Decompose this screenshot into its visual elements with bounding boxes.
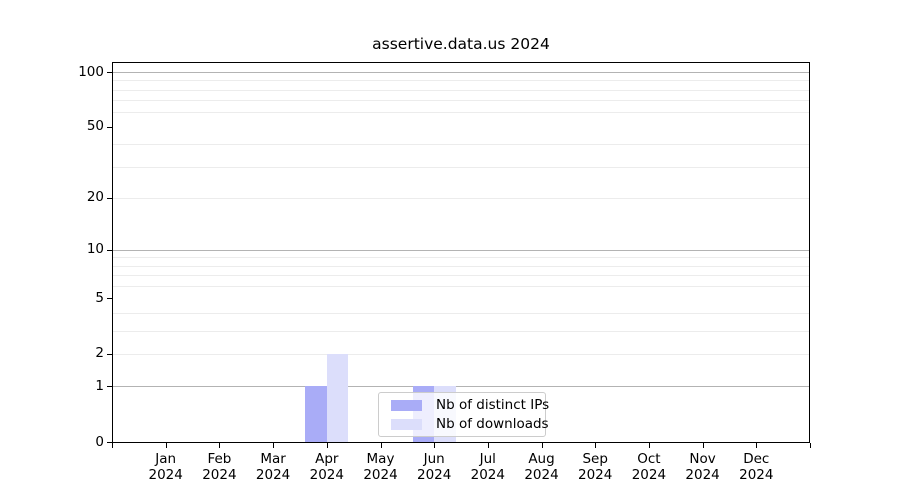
legend-label: Nb of downloads <box>436 416 549 432</box>
legend-swatch-distinct-ips-icon <box>391 399 422 411</box>
gridline-minor <box>113 144 809 146</box>
chart-title: assertive.data.us 2024 <box>372 35 550 53</box>
y-axis-tick-label: 50 <box>86 118 104 135</box>
x-axis-tick-label: Jun 2024 <box>417 451 452 483</box>
y-axis-tick <box>107 126 112 128</box>
y-axis-tick <box>107 72 112 73</box>
x-axis-tick <box>112 443 113 448</box>
x-axis-tick <box>541 443 543 448</box>
x-axis-tick-label: Jan 2024 <box>148 451 183 483</box>
gridline-minor <box>113 197 809 199</box>
gridline-minor <box>113 80 809 82</box>
gridline-minor <box>113 100 809 102</box>
y-axis-tick-label: 2 <box>95 345 104 362</box>
gridline-minor <box>113 286 809 287</box>
x-axis-tick <box>380 443 382 448</box>
x-axis-tick <box>702 443 704 448</box>
x-axis-tick <box>219 443 221 448</box>
legend: Nb of distinct IPs Nb of downloads <box>378 392 549 437</box>
x-axis-tick-label: May 2024 <box>363 451 398 483</box>
y-axis-tick-label: 10 <box>86 241 104 258</box>
x-axis-tick <box>756 443 758 448</box>
bar-nb-of-downloads <box>326 353 349 442</box>
legend-item: Nb of distinct IPs <box>379 398 549 412</box>
gridline-minor <box>113 166 809 168</box>
gridline-minor <box>113 112 809 114</box>
gridline-minor <box>113 313 809 314</box>
x-axis-tick-label: Apr 2024 <box>309 451 344 483</box>
x-axis-tick <box>810 443 811 448</box>
legend-item: Nb of downloads <box>379 417 549 431</box>
x-axis-tick-label: Oct 2024 <box>631 451 667 483</box>
x-axis-tick-label: Feb 2024 <box>202 451 237 483</box>
x-axis-tick-label: Dec 2024 <box>739 451 774 483</box>
y-axis-tick-label: 1 <box>95 377 104 394</box>
x-axis-tick-label: Aug 2024 <box>524 451 559 483</box>
legend-swatch-downloads-icon <box>391 418 422 430</box>
y-axis-tick <box>107 249 112 251</box>
x-axis-tick <box>487 443 489 448</box>
x-axis-tick <box>648 443 650 448</box>
y-axis-tick <box>107 442 112 443</box>
y-axis-tick <box>107 298 112 300</box>
y-axis-tick <box>107 197 112 199</box>
legend-label: Nb of distinct IPs <box>436 397 550 413</box>
gridline-minor <box>113 275 809 277</box>
y-axis-tick-label: 5 <box>95 289 104 306</box>
x-axis-tick-label: Jul 2024 <box>470 451 505 483</box>
y-axis-tick <box>107 353 112 355</box>
plot-area <box>112 62 810 443</box>
x-axis-tick-label: Sep 2024 <box>578 451 613 483</box>
y-axis-tick <box>107 386 112 388</box>
y-axis-tick-label: 0 <box>95 433 104 450</box>
x-axis-tick-label: Mar 2024 <box>255 451 291 483</box>
gridline-minor <box>113 265 809 267</box>
x-axis-tick-label: Nov 2024 <box>685 451 720 483</box>
x-axis-tick <box>326 443 328 448</box>
x-axis-tick <box>165 443 167 448</box>
x-axis-tick <box>595 443 597 448</box>
gridline-major <box>113 249 809 251</box>
gridline-major <box>113 72 809 73</box>
gridline-minor <box>113 89 809 91</box>
gridline-minor <box>113 257 809 259</box>
gridline-minor <box>113 330 809 332</box>
bar-nb-of-distinct-ips <box>305 386 327 442</box>
y-axis-tick-label: 20 <box>86 189 104 206</box>
gridline-minor <box>113 353 809 355</box>
x-axis-tick <box>434 443 436 448</box>
y-axis-tick-label: 100 <box>78 63 104 80</box>
gridline-major <box>113 386 809 388</box>
x-axis-tick <box>273 443 275 448</box>
